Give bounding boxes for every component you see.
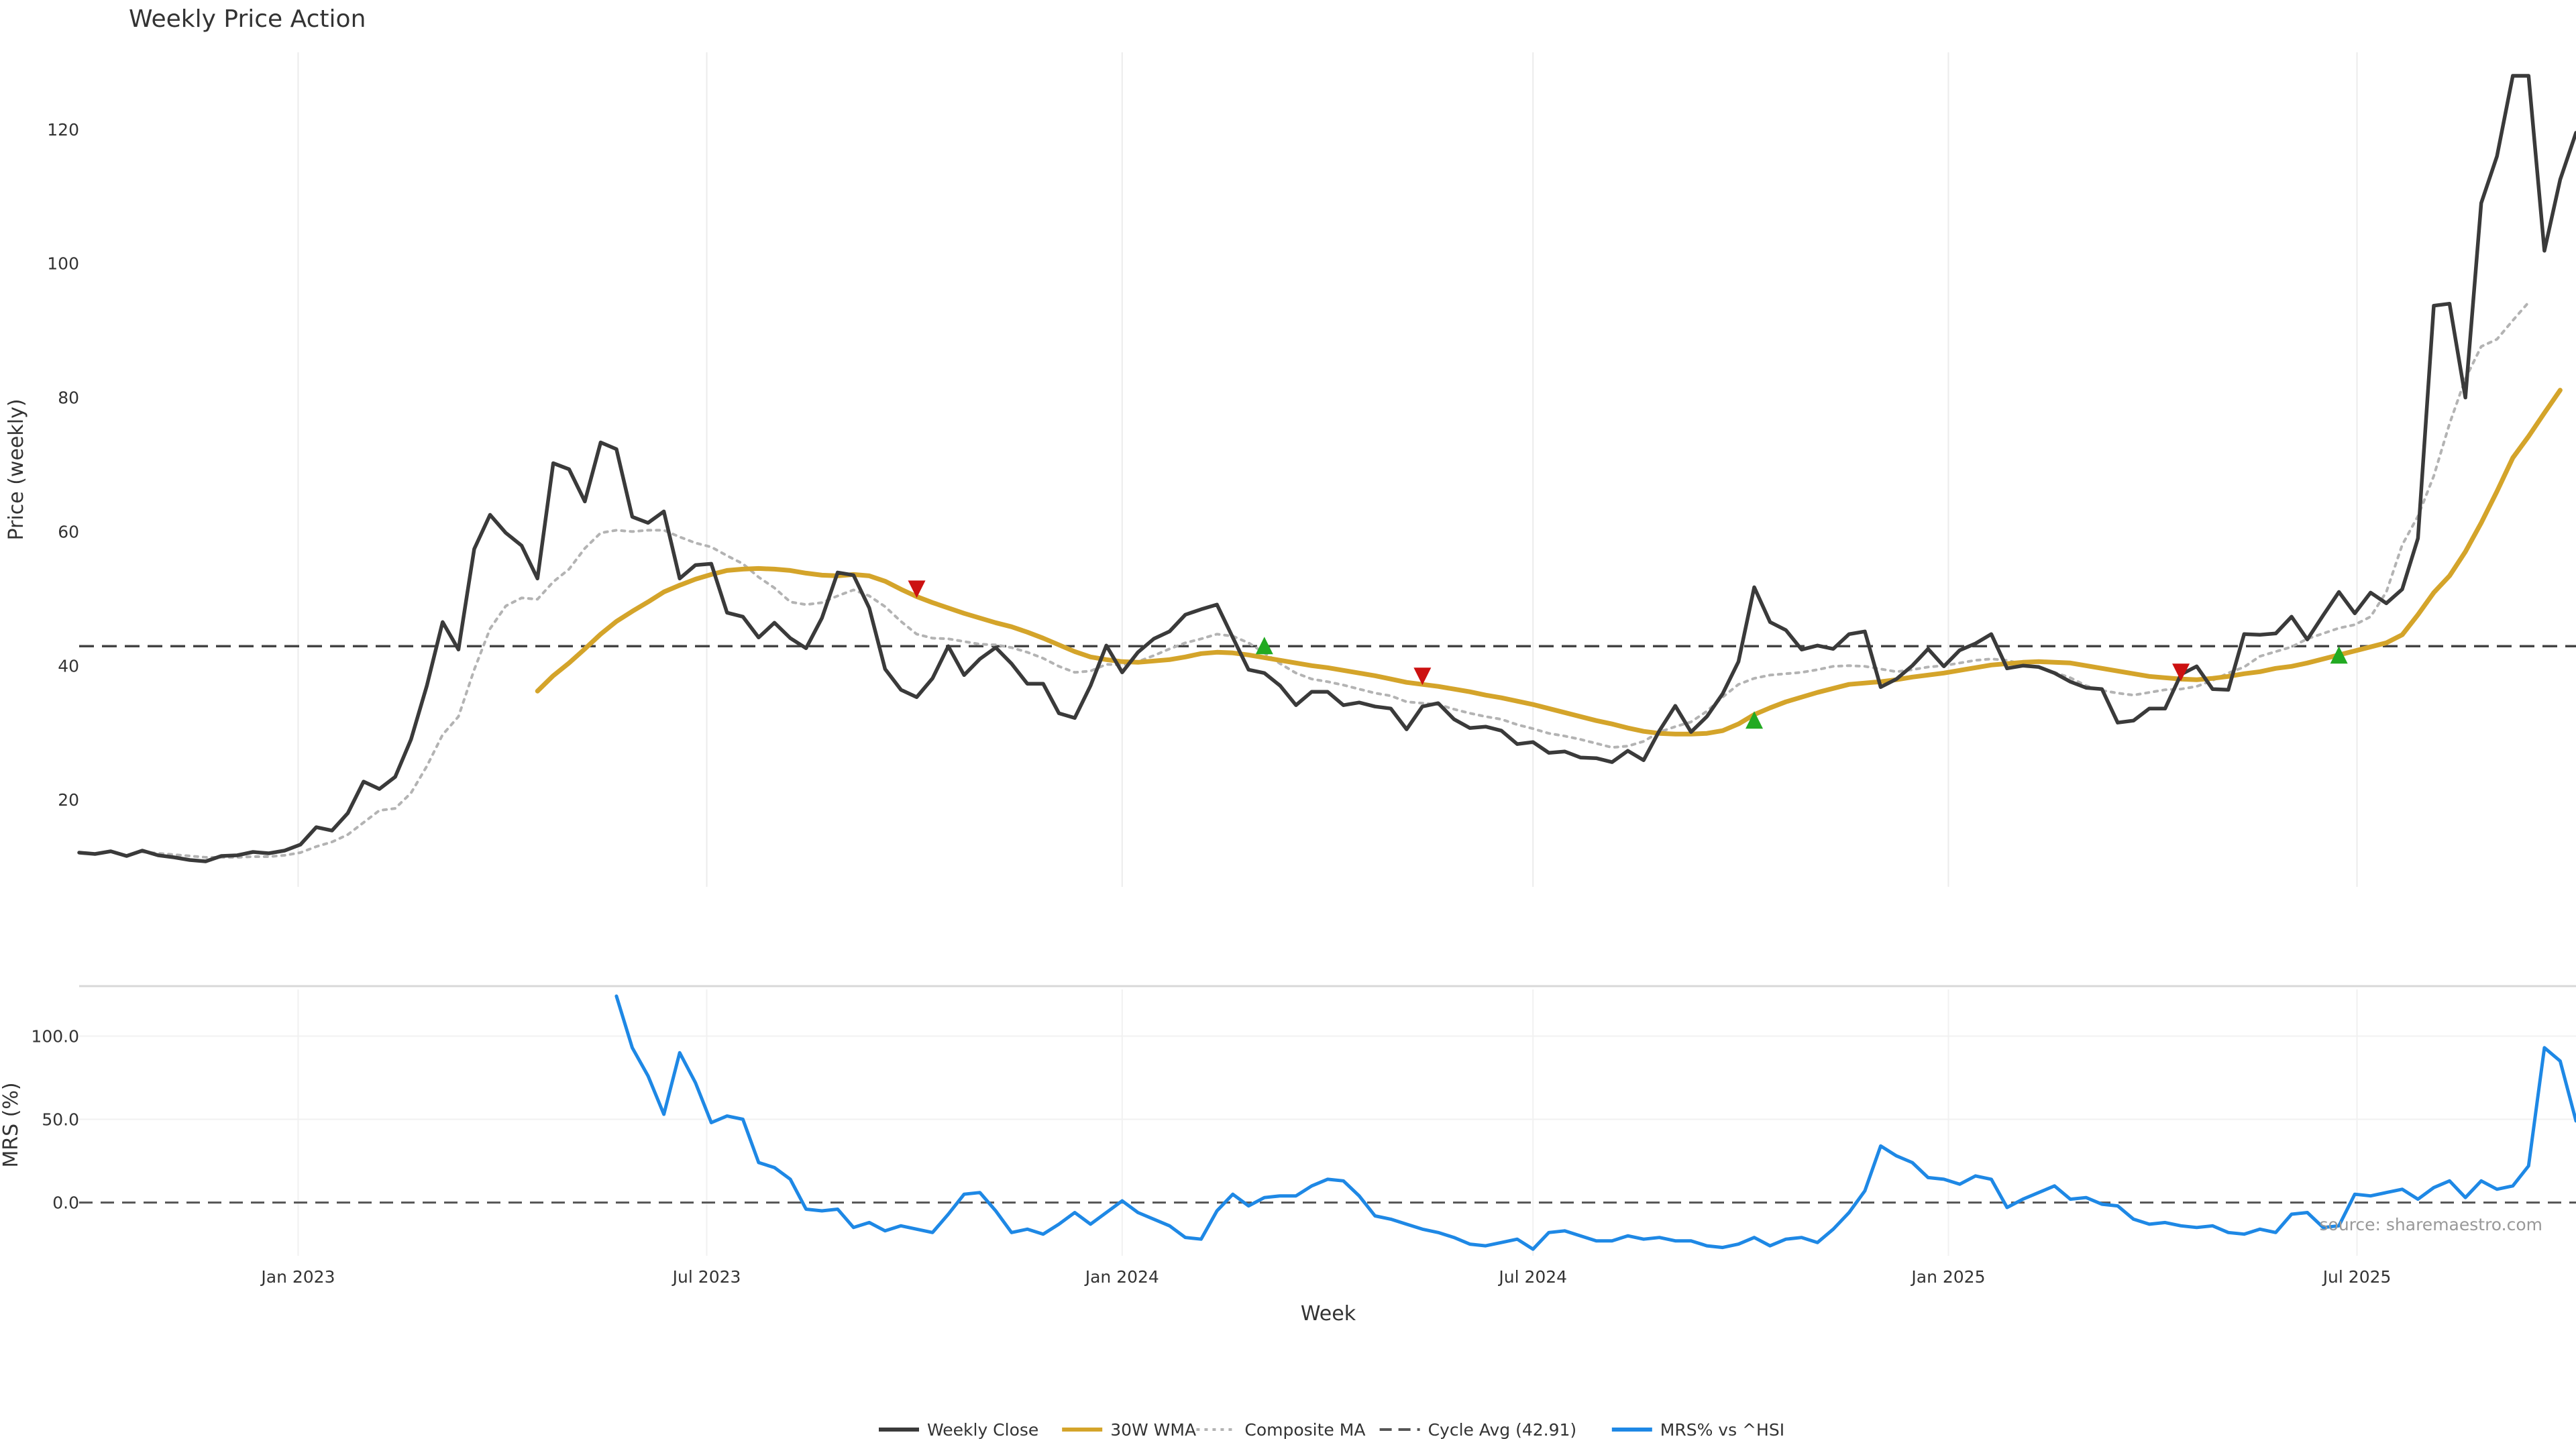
x-tick-label: Jul 2024 <box>1497 1267 1567 1287</box>
legend-label: Composite MA <box>1244 1420 1365 1440</box>
legend-item: Weekly Close <box>879 1420 1038 1440</box>
mrs-line <box>614 994 2576 1251</box>
x-tick-label: Jul 2023 <box>672 1267 741 1287</box>
price-y-tick-label: 100 <box>47 254 79 274</box>
source-note: source: sharemaestro.com <box>2320 1215 2543 1234</box>
buy-signal-marker <box>1255 637 1273 655</box>
mrs-y-tick-label: 100.0 <box>31 1026 79 1046</box>
legend-label: 30W WMA <box>1110 1420 1196 1440</box>
composite-ma-line <box>141 301 2530 859</box>
legend-item: Cycle Avg (42.91) <box>1379 1420 1577 1440</box>
price-y-tick-label: 60 <box>58 522 79 541</box>
legend-item: 30W WMA <box>1062 1420 1196 1440</box>
price-axis-title: Price (weekly) <box>5 398 28 540</box>
price-y-tick-label: 20 <box>58 790 79 810</box>
sell-signal-marker <box>908 580 926 598</box>
x-axis: Jan 2023 Jul 2023 Jan 2024 Jul 2024 Jan 2025… <box>260 1267 2391 1287</box>
x-tick-label: Jan 2025 <box>1910 1267 1985 1287</box>
weekly-close-line <box>77 74 2576 863</box>
x-tick-label: Jan 2023 <box>260 1267 335 1287</box>
legend-label: Weekly Close <box>927 1420 1038 1440</box>
price-y-tick-label: 40 <box>58 656 79 676</box>
mrs-y-tick-label: 0.0 <box>52 1193 79 1213</box>
mrs-y-tick-label: 50.0 <box>42 1110 79 1130</box>
wma-30w-line <box>535 388 2563 737</box>
legend-label: Cycle Avg (42.91) <box>1428 1420 1577 1440</box>
sell-signal-marker <box>1413 667 1432 686</box>
chart-title: Weekly Price Action <box>129 5 366 33</box>
x-tick-label: Jan 2024 <box>1084 1267 1159 1287</box>
legend-item: Composite MA <box>1196 1420 1365 1440</box>
legend: Weekly Close 30W WMA Composite MA Cycle Avg… <box>879 1420 1784 1440</box>
x-tick-label: Jul 2025 <box>2322 1267 2392 1287</box>
price-y-tick-label: 120 <box>47 120 79 140</box>
sell-signal-marker <box>2172 663 2190 682</box>
mrs-panel: 0.0 50.0 100.0 <box>31 985 2576 1256</box>
legend-label: MRS% vs ^HSI <box>1660 1420 1784 1440</box>
price-panel: 20 40 60 80 100 120 <box>47 52 2576 887</box>
price-y-tick-label: 80 <box>58 388 79 408</box>
x-axis-title: Week <box>1301 1302 1356 1326</box>
legend-item: MRS% vs ^HSI <box>1611 1420 1784 1440</box>
mrs-axis-title: MRS (%) <box>0 1082 23 1167</box>
buy-signal-marker <box>2330 646 2348 664</box>
buy-signal-marker <box>1746 711 1764 729</box>
